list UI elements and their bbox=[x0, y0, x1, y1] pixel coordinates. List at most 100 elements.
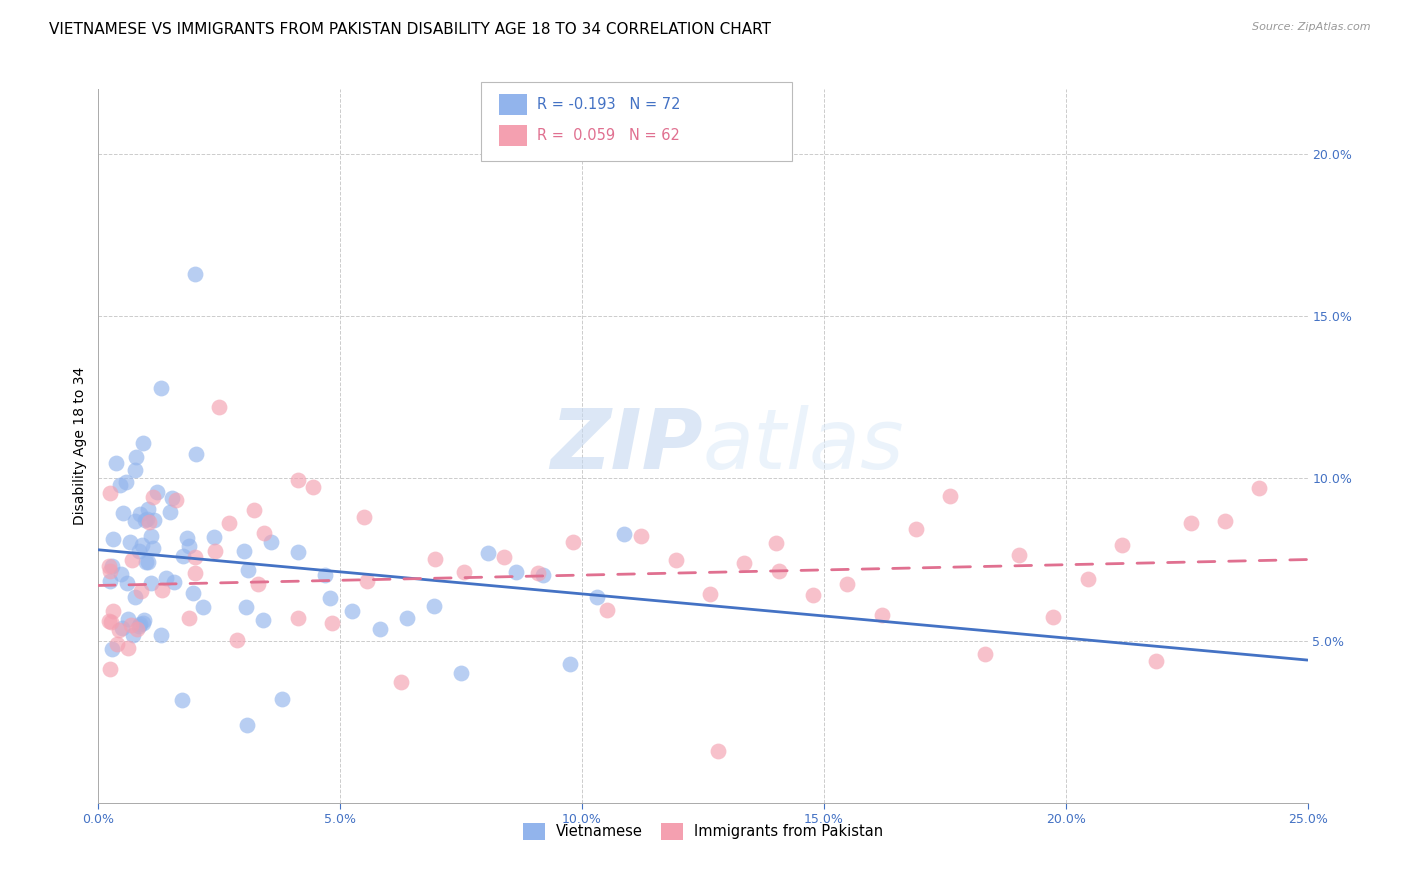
Point bbox=[253, 525, 276, 540]
Point bbox=[450, 666, 472, 681]
Point bbox=[155, 571, 177, 585]
Point bbox=[1042, 610, 1064, 624]
Point bbox=[138, 501, 160, 516]
Point bbox=[204, 544, 226, 558]
Point bbox=[389, 675, 412, 690]
Point bbox=[125, 450, 148, 464]
Point bbox=[302, 480, 325, 494]
Point bbox=[505, 565, 527, 579]
Point bbox=[170, 692, 193, 706]
Point bbox=[135, 555, 157, 569]
Point bbox=[208, 400, 231, 414]
Point bbox=[98, 662, 121, 676]
Point bbox=[232, 544, 254, 558]
Point bbox=[136, 555, 159, 569]
Point bbox=[97, 559, 120, 574]
Text: R = -0.193   N = 72: R = -0.193 N = 72 bbox=[537, 97, 681, 112]
Text: atlas: atlas bbox=[703, 406, 904, 486]
Point bbox=[176, 531, 198, 545]
Point bbox=[132, 436, 155, 450]
Point bbox=[837, 577, 859, 591]
Point bbox=[356, 574, 378, 589]
Point bbox=[1144, 654, 1167, 668]
Point bbox=[115, 475, 138, 489]
Point bbox=[101, 603, 124, 617]
Point bbox=[105, 456, 128, 470]
Point bbox=[939, 489, 962, 503]
Point bbox=[129, 584, 152, 599]
Point bbox=[101, 641, 124, 656]
Point bbox=[353, 510, 375, 524]
Legend: Vietnamese, Immigrants from Pakistan: Vietnamese, Immigrants from Pakistan bbox=[517, 817, 889, 846]
Point bbox=[121, 553, 143, 567]
Point bbox=[184, 447, 207, 461]
Point bbox=[142, 541, 165, 555]
Point bbox=[561, 534, 583, 549]
Point bbox=[235, 599, 257, 614]
Point bbox=[111, 621, 134, 635]
Point bbox=[733, 556, 755, 570]
Point bbox=[706, 744, 728, 758]
Point bbox=[112, 506, 135, 520]
Point bbox=[101, 559, 124, 574]
Point bbox=[97, 614, 120, 628]
Point bbox=[142, 491, 165, 505]
Text: VIETNAMESE VS IMMIGRANTS FROM PAKISTAN DISABILITY AGE 18 TO 34 CORRELATION CHART: VIETNAMESE VS IMMIGRANTS FROM PAKISTAN D… bbox=[49, 22, 772, 37]
Point bbox=[162, 491, 184, 505]
Point bbox=[108, 478, 131, 492]
Point bbox=[596, 603, 619, 617]
Point bbox=[122, 628, 145, 642]
Point bbox=[287, 473, 309, 487]
Point bbox=[314, 568, 336, 582]
Point bbox=[318, 591, 340, 605]
Point bbox=[870, 607, 893, 622]
Point bbox=[117, 612, 139, 626]
Point bbox=[527, 566, 550, 580]
Point bbox=[98, 574, 121, 588]
Point bbox=[321, 616, 343, 631]
Y-axis label: Disability Age 18 to 34: Disability Age 18 to 34 bbox=[73, 367, 87, 525]
Point bbox=[531, 568, 554, 582]
Point bbox=[120, 618, 142, 632]
Text: Source: ZipAtlas.com: Source: ZipAtlas.com bbox=[1253, 22, 1371, 32]
Point bbox=[101, 532, 124, 546]
Point bbox=[107, 623, 129, 637]
Point bbox=[132, 613, 155, 627]
Point bbox=[226, 633, 249, 648]
Point bbox=[236, 718, 259, 732]
Point bbox=[699, 587, 721, 601]
Point bbox=[184, 549, 207, 564]
Point bbox=[107, 637, 129, 651]
Point bbox=[202, 530, 225, 544]
Point bbox=[904, 522, 927, 536]
Point bbox=[243, 503, 266, 517]
Point bbox=[181, 586, 204, 600]
Point bbox=[1111, 538, 1133, 552]
Point bbox=[124, 514, 146, 528]
Point bbox=[118, 534, 141, 549]
Point bbox=[150, 627, 173, 641]
Point bbox=[1249, 481, 1271, 495]
Point bbox=[236, 563, 259, 577]
Point bbox=[252, 613, 274, 627]
Point bbox=[172, 549, 194, 563]
Point bbox=[139, 576, 162, 591]
Point bbox=[124, 591, 146, 605]
Point bbox=[183, 566, 205, 580]
Point bbox=[246, 576, 269, 591]
Point bbox=[146, 485, 169, 500]
Point bbox=[98, 486, 121, 500]
Point bbox=[131, 538, 153, 552]
Point bbox=[613, 527, 636, 541]
Point bbox=[342, 604, 364, 618]
Point bbox=[117, 641, 139, 656]
Text: ZIP: ZIP bbox=[550, 406, 703, 486]
Point bbox=[136, 512, 159, 526]
Point bbox=[558, 657, 581, 671]
Point bbox=[132, 615, 155, 630]
Point bbox=[271, 691, 294, 706]
Point bbox=[184, 267, 207, 281]
Point bbox=[177, 611, 200, 625]
Point bbox=[1180, 516, 1202, 530]
Point bbox=[110, 567, 132, 582]
